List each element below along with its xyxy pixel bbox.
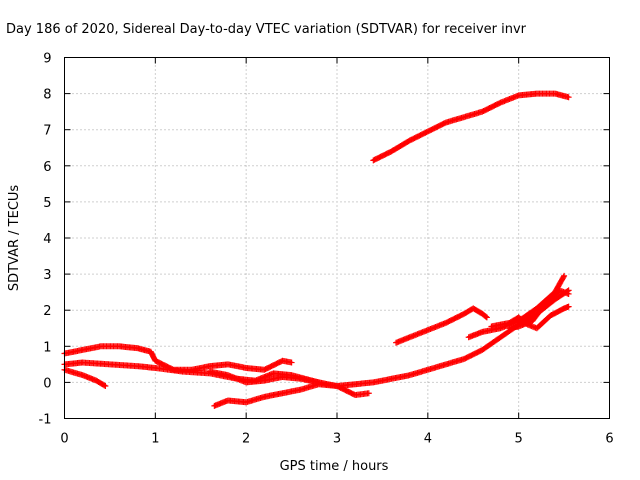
x-tick-labels: 0 1 2 3 4 5 6 [60,432,613,447]
y-tick-label: 6 [43,160,51,175]
x-tick-label: 5 [515,432,523,447]
y-tick-label: 8 [43,88,51,103]
y-tick-label: 9 [43,52,51,67]
data-series [506,287,572,332]
data-point [315,379,322,386]
data-point [102,383,109,390]
x-tick-label: 1 [151,432,159,447]
y-tick-label: 3 [43,268,51,283]
y-axis-label: SDTVAR / TECUs [7,185,22,292]
data-point [482,313,489,320]
data-point [565,290,572,297]
y-tick-labels: -1 0 1 2 3 4 5 6 7 8 9 [39,52,52,428]
y-tick-label: 2 [43,304,51,319]
y-tick-label: 4 [43,232,51,247]
x-axis-label: GPS time / hours [280,459,389,474]
x-tick-label: 4 [424,432,432,447]
data-series [61,366,109,390]
y-tick-label: 5 [43,196,51,211]
data-point [565,303,572,310]
data-point [560,274,567,281]
x-tick-label: 0 [60,432,68,447]
data-point [365,390,372,397]
data-series [465,272,568,341]
y-tick-label: -1 [39,413,52,428]
data-point [565,94,572,101]
data-series [211,287,572,409]
data-points [61,90,572,409]
y-tick-label: 0 [43,376,51,391]
x-tick-label: 6 [605,432,613,447]
x-tick-label: 2 [242,432,250,447]
data-series [393,305,490,346]
y-tick-label: 1 [43,340,51,355]
chart-title: Day 186 of 2020, Sidereal Day-to-day VTE… [6,22,527,37]
y-tick-label: 7 [43,124,51,139]
data-point [288,359,295,366]
data-series [61,343,295,373]
axis-ticks [64,57,610,419]
data-point [101,382,108,389]
grid-lines [64,57,610,419]
data-point [483,314,490,321]
data-point [561,272,568,279]
data-series [206,368,322,386]
x-tick-label: 3 [333,432,341,447]
data-series [488,303,572,332]
data-series [370,90,572,164]
